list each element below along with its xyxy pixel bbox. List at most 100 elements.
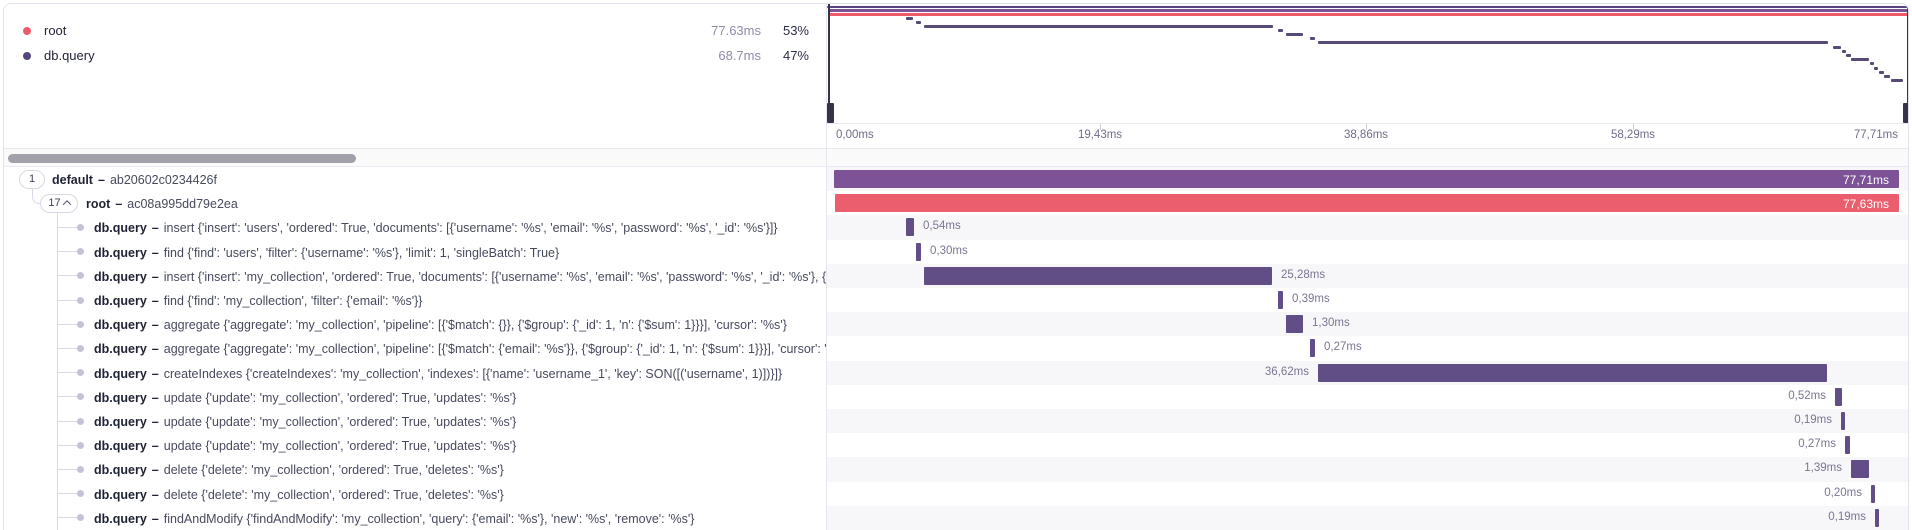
span-detail: insert {'insert': 'my_collection', 'orde… — [163, 269, 826, 284]
span-bar[interactable] — [1841, 412, 1845, 430]
legend-percent: 47% — [782, 48, 809, 63]
legend-item-root[interactable]: root 77.63ms 53% — [4, 20, 826, 42]
trace-row-db.query[interactable]: 1,30ms db.query – aggregate {'aggregate': '… — [4, 312, 1908, 337]
legend-duration: 68.7ms — [718, 48, 761, 63]
trace-row-db.query[interactable]: 0,20ms db.query – delete {'delete': 'my_col… — [4, 481, 1908, 506]
span-detail: update {'update': 'my_collection', 'orde… — [163, 439, 517, 454]
minimap-right-brush-handle[interactable] — [1900, 4, 1908, 123]
separator-dash: – — [151, 221, 159, 236]
tree-node-dot — [77, 393, 84, 401]
minimap-left-brush-handle[interactable] — [827, 4, 837, 123]
span-bar[interactable] — [924, 266, 1272, 285]
span-detail: aggregate {'aggregate': 'my_collection',… — [163, 318, 787, 333]
span-title: db.query – update {'update': 'my_collectio… — [94, 413, 516, 431]
tree-node-dot — [77, 369, 84, 377]
legend-item-db-query[interactable]: db.query 68.7ms 47% — [4, 45, 826, 67]
span-name: db.query — [94, 390, 147, 405]
span-bar[interactable] — [906, 218, 914, 237]
trace-row-db.query[interactable]: 1,39ms db.query – delete {'delete': 'my_col… — [4, 457, 1908, 482]
tree-cell: db.query – update {'update': 'my_collectio… — [4, 433, 826, 458]
tree-branch-line — [57, 323, 78, 325]
span-bar[interactable] — [1851, 460, 1869, 479]
count-badge[interactable]: 1 — [19, 169, 45, 189]
chevron-up-icon — [62, 200, 71, 209]
tree-node-dot — [77, 490, 84, 498]
span-bar[interactable] — [835, 194, 1899, 213]
span-title: db.query – update {'update': 'my_collectio… — [94, 437, 516, 455]
waterfall-cell: 0,20ms — [827, 482, 1908, 506]
minimap-span-mark — [1278, 29, 1283, 32]
span-title: db.query – delete {'delete': 'my_collectio… — [94, 486, 504, 504]
separator-dash: – — [151, 390, 159, 405]
axis-tick-label: 19,43ms — [1077, 129, 1123, 141]
separator-dash: – — [151, 245, 159, 260]
span-detail: update {'update': 'my_collection', 'orde… — [163, 415, 517, 429]
span-bar[interactable] — [916, 242, 921, 261]
span-bar[interactable] — [1310, 339, 1315, 358]
legend-label: root — [44, 23, 67, 38]
span-name: db.query — [94, 269, 147, 284]
panel-divider — [826, 4, 827, 530]
collapse-badge[interactable]: 17 — [40, 193, 78, 213]
span-bar[interactable] — [1278, 291, 1283, 309]
trace-row-db.query[interactable]: 0,27ms db.query – aggregate {'aggregate': '… — [4, 336, 1908, 361]
span-bar[interactable] — [1845, 436, 1850, 455]
span-bar[interactable] — [1286, 315, 1303, 334]
brush-grip — [827, 103, 834, 123]
span-name: db.query — [94, 439, 147, 454]
minimap-span-mark — [1851, 58, 1869, 61]
trace-row-db.query[interactable]: 0,52ms db.query – update {'update': 'my_col… — [4, 384, 1908, 409]
legend-duration: 77.63ms — [711, 23, 761, 38]
duration-label: 36,62ms — [1264, 365, 1309, 378]
duration-label: 0,30ms — [930, 244, 968, 257]
waterfall-cell: 25,28ms — [827, 263, 1908, 288]
minimap-span-mark — [1874, 67, 1878, 70]
span-detail: insert {'insert': 'users', 'ordered': Tr… — [163, 221, 778, 236]
span-detail: createIndexes {'createIndexes': 'my_coll… — [163, 366, 783, 381]
span-title: db.query – insert {'insert': 'my_collectio… — [94, 268, 826, 286]
span-bar[interactable] — [1875, 508, 1879, 527]
legend-percent: 53% — [782, 23, 809, 38]
tree-branch-line — [57, 347, 78, 349]
trace-row-db.query[interactable]: 0,39ms db.query – find {'find': 'my_collect… — [4, 288, 1908, 313]
span-bar[interactable] — [1871, 484, 1875, 503]
trace-row-default[interactable]: 77,71ms 1 default – ab20602c0234426f — [4, 167, 1908, 192]
minimap-span-mark — [1842, 50, 1846, 53]
horizontal-scrollbar-thumb[interactable] — [8, 154, 356, 163]
trace-row-db.query[interactable]: 25,28ms db.query – insert {'insert': 'my_co… — [4, 263, 1908, 288]
trace-row-db.query[interactable]: 0,19ms db.query – update {'update': 'my_col… — [4, 409, 1908, 434]
trace-row-db.query[interactable]: 0,19ms db.query – findAndModify {'findAndMo… — [4, 505, 1908, 530]
minimap-span-mark — [828, 9, 1908, 12]
tree-branch-line — [57, 226, 78, 228]
span-detail: ab20602c0234426f — [109, 173, 217, 187]
trace-row-db.query[interactable]: 0,54ms db.query – insert {'insert': 'users'… — [4, 215, 1908, 240]
tree-cell: 17 root – ac08a995dd79e2ea — [4, 191, 826, 216]
time-axis: 0,00ms 19,43ms 38,86ms 58,29ms 77,71ms — [827, 123, 1908, 149]
span-bar[interactable] — [1835, 387, 1842, 406]
trace-row-db.query[interactable]: 0,27ms db.query – update {'update': 'my_col… — [4, 433, 1908, 458]
duration-label: 25,28ms — [1281, 268, 1326, 281]
tree-cell: 1 default – ab20602c0234426f — [4, 167, 826, 192]
trace-row-root[interactable]: 77,63ms 17 root – ac08a995dd79e2ea — [4, 191, 1908, 216]
waterfall-cell: 0,30ms — [827, 240, 1908, 264]
span-title: default – ab20602c0234426f — [52, 171, 217, 189]
axis-tick — [1633, 124, 1634, 130]
span-detail: update {'update': 'my_collection', 'orde… — [163, 390, 517, 405]
duration-label: 0,27ms — [1798, 438, 1836, 451]
horizontal-scrollbar-track[interactable] — [4, 149, 1908, 167]
trace-row-db.query[interactable]: 0,30ms db.query – find {'find': 'users', 'f… — [4, 239, 1908, 264]
axis-tick-label: 0,00ms — [836, 129, 874, 141]
span-bar[interactable] — [1318, 363, 1827, 382]
separator-dash: – — [151, 294, 159, 308]
separator-dash: – — [151, 463, 159, 478]
waterfall-cell: 0,54ms — [827, 215, 1908, 240]
minimap-span-mark — [1318, 41, 1828, 44]
trace-card: root 77.63ms 53% db.query 68.7ms 47% — [3, 3, 1909, 530]
span-detail: find {'find': 'users', 'filter': {'usern… — [163, 245, 560, 260]
trace-row-db.query[interactable]: 36,62ms db.query – createIndexes {'createIn… — [4, 360, 1908, 385]
span-name: db.query — [94, 221, 147, 236]
span-title: db.query – delete {'delete': 'my_collectio… — [94, 461, 504, 479]
axis-tick-label: 58,29ms — [1610, 129, 1656, 141]
span-bar[interactable] — [834, 170, 1899, 188]
